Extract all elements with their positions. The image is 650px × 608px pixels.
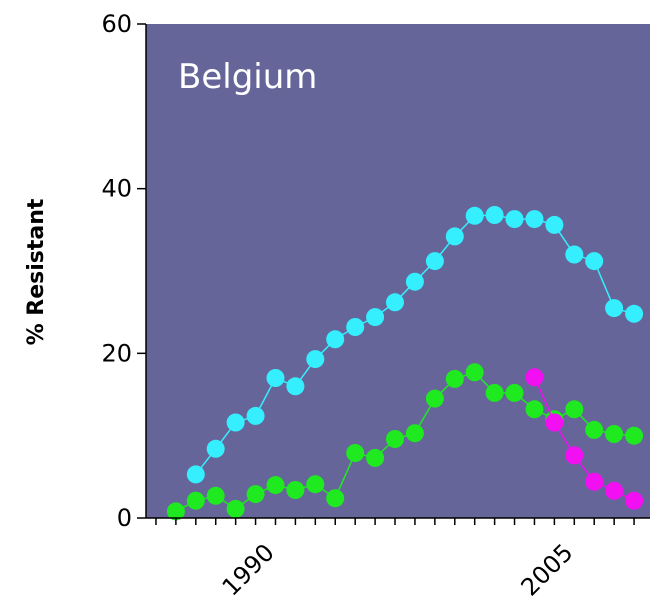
data-point <box>226 499 245 518</box>
y-axis-label: % Resistant <box>24 198 49 345</box>
data-point <box>206 439 225 458</box>
data-point <box>266 476 285 495</box>
data-point <box>605 299 624 318</box>
data-point <box>306 475 325 494</box>
x-tick-label: 1990 <box>217 538 280 601</box>
data-point <box>525 368 544 387</box>
data-point <box>605 425 624 443</box>
x-tick-label: 2005 <box>516 538 579 601</box>
data-point <box>306 350 325 369</box>
data-point <box>186 465 205 484</box>
data-point <box>625 426 644 445</box>
y-tick-label: 40 <box>101 175 132 203</box>
data-point <box>525 400 544 419</box>
data-point <box>206 486 225 505</box>
y-tick-label: 60 <box>101 10 132 38</box>
data-point <box>186 491 205 510</box>
data-point <box>465 363 484 382</box>
data-point <box>346 318 365 336</box>
data-point <box>386 430 404 448</box>
data-point <box>585 252 604 271</box>
data-point <box>525 210 544 229</box>
data-point <box>286 481 305 499</box>
data-point <box>246 485 265 504</box>
data-point <box>545 215 564 234</box>
series-1 <box>186 206 644 484</box>
data-point <box>366 308 385 327</box>
data-point <box>485 206 504 224</box>
data-point <box>505 210 524 229</box>
data-point <box>625 491 644 510</box>
data-point <box>366 448 385 467</box>
data-point <box>445 227 464 246</box>
series-3 <box>525 368 644 510</box>
data-point <box>346 444 365 462</box>
data-point <box>326 489 345 508</box>
data-point <box>405 424 424 443</box>
data-point <box>565 245 584 264</box>
data-point <box>625 304 644 323</box>
data-point <box>405 272 424 291</box>
data-point <box>445 369 464 388</box>
data-point <box>605 481 624 500</box>
data-point <box>425 389 444 408</box>
data-point <box>166 502 185 521</box>
data-point <box>465 206 484 225</box>
series-layer <box>166 206 644 521</box>
y-tick-label: 20 <box>101 339 132 367</box>
data-point <box>286 377 305 396</box>
data-point <box>485 383 504 402</box>
data-point <box>425 252 444 271</box>
series-2 <box>166 363 644 521</box>
data-point <box>386 293 404 312</box>
data-point <box>226 413 245 432</box>
data-point <box>565 446 584 465</box>
data-point <box>585 472 604 491</box>
data-point <box>545 413 564 432</box>
data-point <box>565 400 584 419</box>
data-point <box>505 383 524 402</box>
data-point <box>246 406 265 425</box>
data-point <box>266 369 285 387</box>
chart-title: Belgium <box>178 57 317 97</box>
y-tick-label: 0 <box>117 504 132 532</box>
data-point <box>326 330 345 349</box>
data-point <box>585 420 604 439</box>
